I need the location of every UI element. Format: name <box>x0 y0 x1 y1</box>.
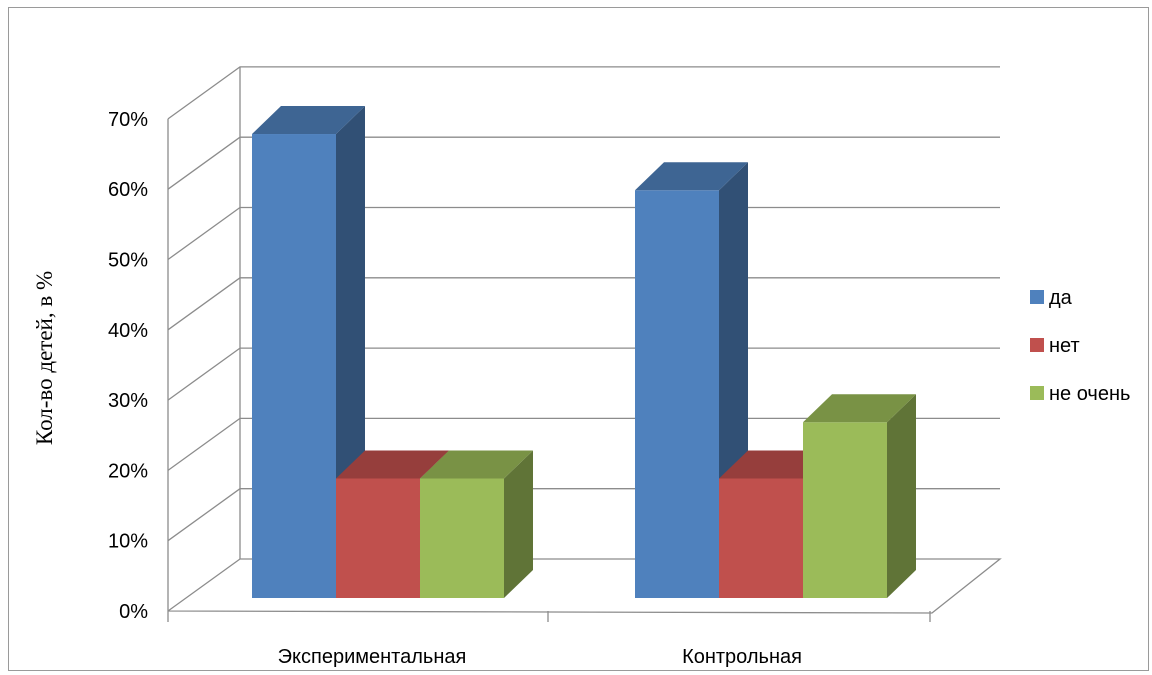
legend: да нет не очень <box>1030 287 1130 405</box>
y-tick-label: 60% <box>108 179 148 201</box>
bar-front <box>719 478 803 598</box>
chart-walls <box>167 66 1002 614</box>
legend-label: нет <box>1049 335 1080 357</box>
category-label: Контрольная <box>682 646 802 668</box>
y-axis-ticks: 0% 10% 20% 30% 40% 50% 60% 70% <box>108 109 148 623</box>
bar-front <box>252 134 336 598</box>
legend-item: да <box>1030 287 1073 309</box>
legend-item: нет <box>1030 335 1080 357</box>
bar-top <box>336 450 449 479</box>
y-tick-label: 0% <box>119 601 148 623</box>
bar-1-1 <box>252 106 365 599</box>
legend-swatch <box>1030 386 1044 400</box>
bar-1-3 <box>420 450 533 598</box>
bar-top <box>803 394 916 423</box>
gridline <box>167 136 1000 190</box>
category-label: Экспериментальная <box>278 646 467 668</box>
chart-area <box>8 7 1149 671</box>
bar-side <box>887 394 916 598</box>
legend-swatch <box>1030 338 1044 352</box>
legend-label: да <box>1049 287 1073 309</box>
bar-side <box>504 450 533 598</box>
legend-swatch <box>1030 290 1044 304</box>
bar-2-3 <box>803 394 916 598</box>
y-tick-label: 20% <box>108 460 148 482</box>
y-tick-label: 50% <box>108 250 148 272</box>
y-tick-label: 10% <box>108 531 148 553</box>
x-axis-categories: Экспериментальная Контрольная <box>167 611 931 668</box>
y-tick-label: 30% <box>108 390 148 412</box>
y-axis-label: Кол-во детей, в % <box>32 271 57 445</box>
bar-front <box>635 190 719 598</box>
y-tick-label: 40% <box>108 320 148 342</box>
bar-front <box>336 478 420 598</box>
bar-front <box>420 478 504 598</box>
y-tick-label: 70% <box>108 109 148 131</box>
gridline <box>167 66 1000 120</box>
bar-top <box>420 450 533 479</box>
bar-top <box>635 162 748 191</box>
floor <box>167 558 1002 614</box>
bar-front <box>803 422 887 598</box>
bar-top <box>252 106 365 135</box>
legend-label: не очень <box>1049 383 1130 405</box>
bars <box>252 106 916 599</box>
legend-item: не очень <box>1030 383 1130 405</box>
